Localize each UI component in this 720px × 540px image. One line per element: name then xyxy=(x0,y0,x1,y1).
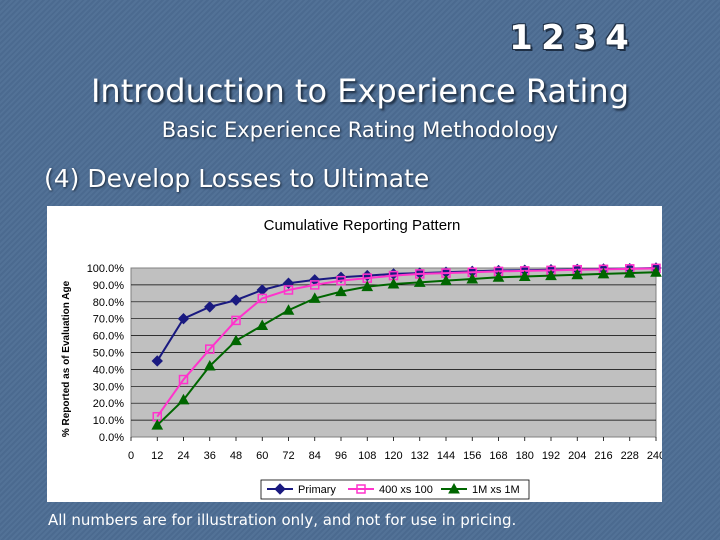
data-point-series-1 xyxy=(230,294,242,306)
plot-area: 0.0% 10.0% 20.0% 30.0% 40.0% 50.0% 60.0% 70.0% 8… xyxy=(87,262,665,462)
footnote: All numbers are for illustration only, a… xyxy=(48,511,517,529)
x-tick-label: 84 xyxy=(309,450,321,462)
y-tick-label: 20.0% xyxy=(93,398,124,410)
legend: Primary 400 xs 100 1M xs 1M xyxy=(260,479,530,500)
badge-3: 3 xyxy=(573,18,597,58)
data-point-series-2 xyxy=(283,285,294,295)
data-point-series-2 xyxy=(336,275,346,286)
series-line-3 xyxy=(156,271,657,426)
data-point-series-3 xyxy=(308,292,321,303)
data-point-series-3 xyxy=(177,393,190,405)
data-point-series-3 xyxy=(256,319,269,330)
data-point-series-3 xyxy=(335,285,347,297)
data-point-series-3 xyxy=(440,274,452,286)
legend-marker xyxy=(274,483,286,495)
y-tick-label: 90.0% xyxy=(93,280,124,292)
data-point-series-3 xyxy=(545,269,557,281)
x-tick-label: 168 xyxy=(489,450,507,462)
x-tick-label: 228 xyxy=(621,450,639,462)
x-tick-label: 0 xyxy=(128,450,134,462)
legend-label: 400 xs 100 xyxy=(379,484,433,496)
data-point-series-2 xyxy=(178,374,189,385)
x-tick-label: 108 xyxy=(358,450,376,462)
y-tick-label: 60.0% xyxy=(93,331,124,343)
data-point-series-2 xyxy=(310,280,320,290)
badge-2: 2 xyxy=(541,18,565,58)
x-tick-label: 132 xyxy=(411,450,429,462)
y-tick-label: 80.0% xyxy=(93,297,124,309)
y-axis-label: % Reported as of Evaluation Age xyxy=(61,280,72,437)
x-tick-label: 144 xyxy=(437,450,455,462)
x-tick-label: 12 xyxy=(151,450,163,462)
data-point-series-3 xyxy=(203,359,216,371)
legend-label: Primary xyxy=(298,484,336,496)
data-point-series-1 xyxy=(177,312,190,325)
badge-4: 4 xyxy=(605,18,629,58)
y-tick-label: 70.0% xyxy=(93,314,124,326)
data-point-series-3 xyxy=(571,268,584,280)
badge-1: 1 xyxy=(509,18,533,58)
chart-title: Cumulative Reporting Pattern xyxy=(264,217,461,234)
chart-container: Cumulative Reporting Pattern % Reported … xyxy=(47,206,665,502)
data-point-series-3 xyxy=(282,304,295,315)
legend-marker xyxy=(448,482,460,494)
slide-subtitle: Basic Experience Rating Methodology xyxy=(161,118,559,142)
y-tick-label: 100.0% xyxy=(87,263,125,275)
data-point-series-3 xyxy=(623,267,636,278)
slide-number-badges: 1 2 3 4 xyxy=(506,18,632,58)
data-point-series-3 xyxy=(387,278,400,289)
data-point-series-2 xyxy=(257,293,267,304)
data-point-series-3 xyxy=(466,272,479,284)
x-tick-label: 156 xyxy=(463,450,481,462)
y-tick-label: 30.0% xyxy=(93,381,124,393)
slide-title: Introduction to Experience Rating xyxy=(90,72,630,110)
y-tick-label: 0.0% xyxy=(99,432,124,444)
data-point-series-2 xyxy=(205,344,215,354)
x-tick-label: 120 xyxy=(384,450,402,462)
data-point-series-3 xyxy=(597,267,610,279)
x-tick-label: 216 xyxy=(594,450,612,462)
section-heading: (4) Develop Losses to Ultimate xyxy=(44,164,430,193)
x-tick-label: 204 xyxy=(568,450,586,462)
data-point-series-3 xyxy=(230,334,242,346)
data-point-series-2 xyxy=(231,315,241,326)
data-point-series-1 xyxy=(151,355,163,367)
data-point-series-3 xyxy=(361,280,374,292)
data-point-series-3 xyxy=(650,266,662,277)
legend-label: 1M xs 1M xyxy=(472,484,520,496)
y-tick-label: 10.0% xyxy=(93,415,124,427)
x-tick-label: 240 xyxy=(647,450,662,462)
data-point-series-3 xyxy=(413,276,426,287)
x-tick-label: 180 xyxy=(516,450,534,462)
x-tick-label: 72 xyxy=(282,450,294,462)
x-tick-label: 96 xyxy=(335,450,347,462)
x-tick-label: 60 xyxy=(256,450,268,462)
data-point-series-3 xyxy=(492,271,505,282)
x-tick-label: 36 xyxy=(204,450,216,462)
legend-marker xyxy=(356,484,366,494)
x-tick-label: 192 xyxy=(542,450,560,462)
x-tick-label: 24 xyxy=(177,450,189,462)
legend-box xyxy=(260,479,530,500)
data-point-series-1 xyxy=(204,301,216,313)
x-tick-label: 48 xyxy=(230,450,242,462)
y-tick-label: 40.0% xyxy=(93,364,124,376)
data-point-series-3 xyxy=(518,270,531,281)
y-tick-label: 50.0% xyxy=(93,348,124,360)
reporting-pattern-chart: Cumulative Reporting Pattern % Reported … xyxy=(61,217,665,500)
data-point-series-3 xyxy=(151,419,164,430)
